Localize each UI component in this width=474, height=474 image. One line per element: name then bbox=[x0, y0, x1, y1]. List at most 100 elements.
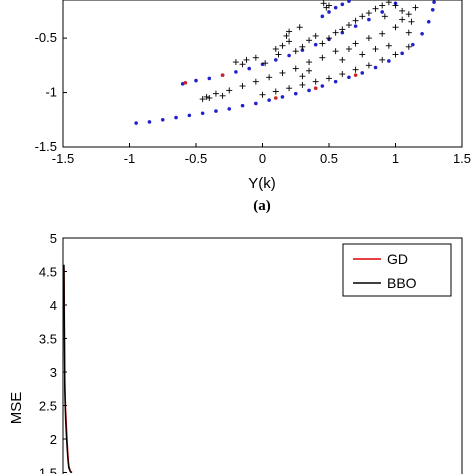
dot-marker bbox=[200, 111, 205, 116]
mse-y-axis-label: MSE bbox=[8, 392, 25, 425]
plus-marker bbox=[279, 42, 286, 49]
scatter-x-tick-label: 1 bbox=[392, 151, 399, 166]
plus-marker bbox=[252, 54, 259, 61]
dot-marker bbox=[300, 48, 305, 52]
plus-marker bbox=[219, 92, 226, 99]
dot-marker bbox=[333, 5, 338, 10]
plus-marker bbox=[392, 51, 399, 58]
plus-marker bbox=[266, 74, 273, 81]
plus-marker bbox=[359, 51, 366, 58]
legend-box bbox=[342, 243, 452, 297]
plus-marker bbox=[405, 29, 412, 36]
legend: GD BBO bbox=[342, 243, 452, 297]
plus-marker bbox=[379, 30, 386, 37]
scatter-points bbox=[134, 0, 436, 125]
mse-y-tick-label: 2 bbox=[50, 432, 57, 447]
dot-marker bbox=[360, 71, 365, 75]
plus-marker bbox=[365, 35, 372, 42]
plus-marker bbox=[326, 35, 332, 42]
scatter-x-tick-label: -1.5 bbox=[52, 151, 74, 166]
dot-marker bbox=[240, 103, 245, 108]
plus-marker bbox=[320, 0, 327, 7]
plus-marker bbox=[319, 40, 326, 47]
dot-marker bbox=[247, 66, 251, 71]
dot-marker bbox=[287, 53, 291, 58]
plus-marker bbox=[381, 13, 388, 20]
mse-y-ticks: 5 4.5 4 3.5 3 2.5 2 1.5 bbox=[39, 231, 67, 474]
plus-marker bbox=[239, 83, 246, 90]
mse-panel: 5 4.5 4 3.5 3 2.5 2 1.5 MSE GD BBO bbox=[8, 231, 463, 474]
scatter-y-tick-label: -1 bbox=[45, 85, 57, 100]
plus-marker bbox=[272, 46, 279, 52]
dot-marker bbox=[280, 95, 285, 99]
plus-marker bbox=[199, 96, 206, 103]
plus-marker bbox=[405, 11, 412, 18]
dot-marker bbox=[347, 0, 351, 3]
plus-marker bbox=[352, 40, 359, 47]
scatter-x-tick-label: -1 bbox=[124, 151, 136, 166]
plus-marker bbox=[306, 59, 313, 66]
plus-marker bbox=[272, 88, 279, 95]
plus-marker bbox=[345, 46, 352, 52]
plus-marker bbox=[392, 2, 399, 9]
plus-marker bbox=[372, 46, 379, 52]
plus-marker bbox=[372, 5, 379, 12]
mse-plot-frame bbox=[62, 237, 463, 474]
plus-marker bbox=[292, 48, 299, 55]
dot-marker bbox=[194, 78, 198, 83]
mse-y-tick-label: 3.5 bbox=[39, 332, 57, 347]
plus-marker bbox=[232, 59, 239, 66]
dot-marker bbox=[320, 14, 325, 19]
dot-marker bbox=[340, 30, 345, 35]
plus-marker bbox=[332, 48, 339, 55]
plus-marker bbox=[286, 38, 293, 45]
plus-marker bbox=[279, 69, 286, 76]
plus-marker bbox=[275, 51, 282, 58]
plus-marker bbox=[319, 54, 326, 61]
plus-marker bbox=[339, 26, 346, 33]
panel-label-a: (a) bbox=[253, 198, 271, 214]
dot-marker bbox=[174, 115, 178, 120]
dot-marker bbox=[347, 75, 351, 80]
legend-label-bbo: BBO bbox=[387, 275, 417, 291]
dot-marker bbox=[227, 107, 232, 111]
plus-marker bbox=[306, 37, 313, 44]
plus-marker bbox=[286, 28, 293, 35]
plus-marker bbox=[299, 43, 306, 50]
plus-marker bbox=[408, 18, 415, 25]
plus-marker bbox=[296, 24, 303, 31]
mse-y-tick-label: 2.5 bbox=[39, 399, 57, 414]
plus-marker bbox=[283, 32, 290, 39]
plus-marker bbox=[203, 93, 210, 100]
plus-marker bbox=[379, 2, 386, 9]
legend-label-gd: GD bbox=[387, 251, 408, 267]
scatter-x-axis-label: Y(k) bbox=[248, 175, 276, 192]
scatter-x-tick-label: -0.5 bbox=[185, 151, 207, 166]
plus-marker bbox=[326, 75, 332, 82]
plus-marker bbox=[352, 17, 359, 24]
scatter-y-tick-label: -0.5 bbox=[35, 30, 57, 45]
plus-marker bbox=[359, 13, 366, 20]
plus-marker bbox=[332, 29, 339, 36]
plus-marker bbox=[312, 78, 319, 85]
scatter-y-ticks: -0.5 -1 -1.5 bbox=[35, 30, 67, 154]
dot-marker bbox=[353, 24, 358, 28]
dot-marker bbox=[214, 109, 218, 113]
dot-marker bbox=[430, 8, 435, 12]
plus-marker bbox=[239, 61, 246, 68]
mse-y-tick-label: 3 bbox=[50, 365, 57, 380]
mse-y-tick-label: 4 bbox=[50, 298, 57, 313]
plus-marker bbox=[405, 43, 412, 50]
plus-marker bbox=[399, 16, 406, 23]
dot-marker bbox=[432, 0, 436, 4]
dot-marker bbox=[327, 10, 331, 14]
dot-marker bbox=[234, 70, 238, 74]
scatter-x-tick-label: 1.5 bbox=[453, 151, 471, 166]
plus-marker bbox=[299, 81, 306, 88]
dot-marker bbox=[293, 91, 298, 96]
plus-marker bbox=[352, 66, 359, 73]
dot-marker bbox=[320, 84, 325, 88]
plus-marker bbox=[365, 10, 372, 17]
dot-marker bbox=[160, 117, 165, 122]
